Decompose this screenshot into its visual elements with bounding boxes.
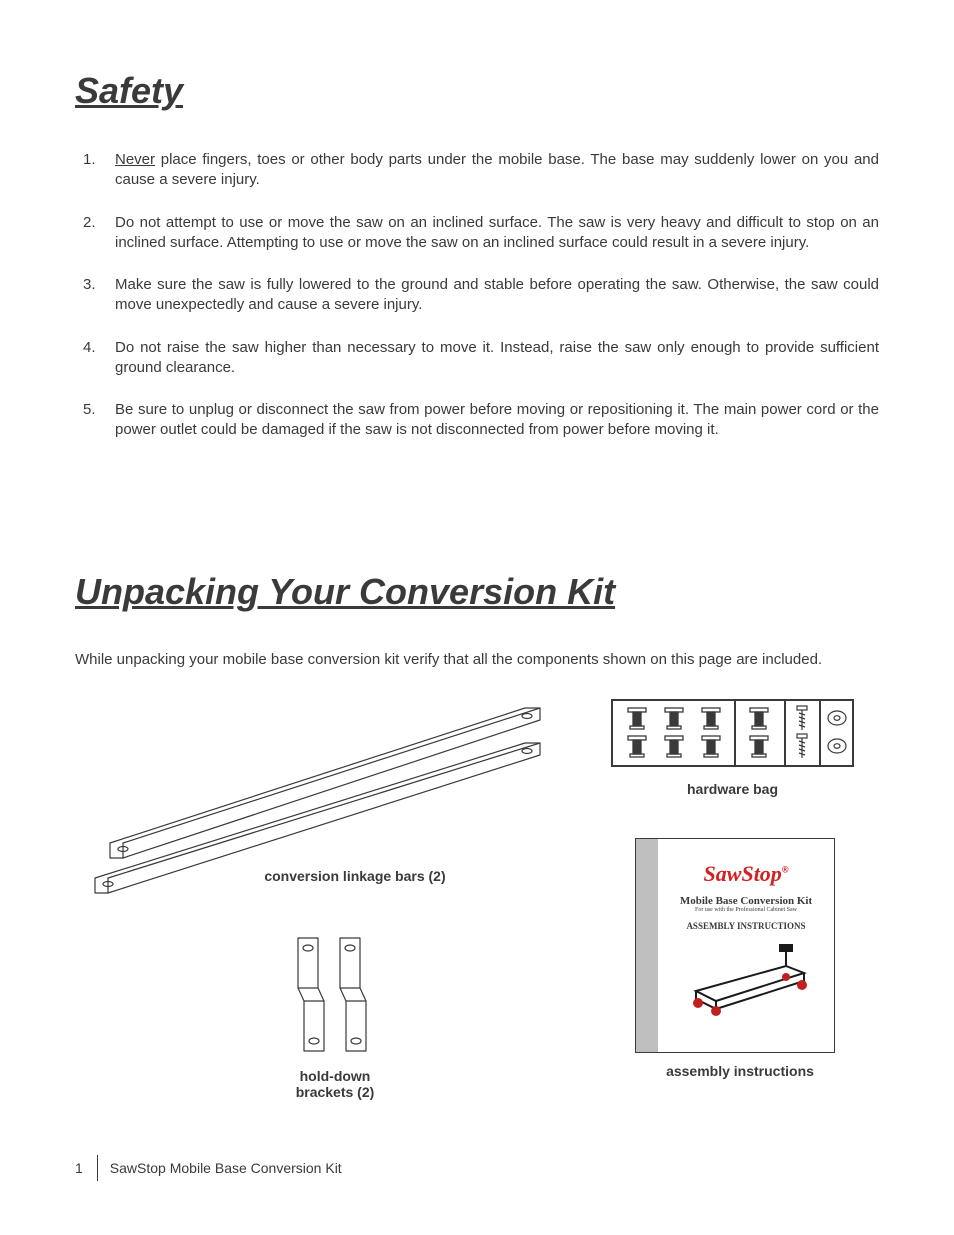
safety-list: Never place fingers, toes or other body … xyxy=(75,150,879,441)
footer-title: SawStop Mobile Base Conversion Kit xyxy=(110,1160,342,1176)
safety-item: Make sure the saw is fully lowered to th… xyxy=(75,275,879,316)
manual-cover: SawStop® Mobile Base Conversion Kit For … xyxy=(635,838,835,1053)
linkage-bars-figure: conversion linkage bars (2) xyxy=(75,698,555,913)
linkage-bars-label: conversion linkage bars (2) xyxy=(205,868,505,884)
safety-item-text: place fingers, toes or other body parts … xyxy=(115,151,879,188)
safety-item: Do not attempt to use or move the saw on… xyxy=(75,213,879,254)
hardware-bag-figure: hardware bag xyxy=(610,698,855,797)
page-footer: 1 SawStop Mobile Base Conversion Kit xyxy=(75,1155,342,1181)
safety-item: Never place fingers, toes or other body … xyxy=(75,150,879,191)
hardware-bag-label: hardware bag xyxy=(610,781,855,797)
mobile-base-icon xyxy=(676,941,816,1021)
manual-title: Mobile Base Conversion Kit xyxy=(658,895,834,907)
manual-label: assembly instructions xyxy=(635,1063,845,1079)
emphasis-never: Never xyxy=(115,151,155,168)
page-number: 1 xyxy=(75,1160,83,1176)
brackets-icon xyxy=(290,933,380,1058)
safety-item: Do not raise the saw higher than necessa… xyxy=(75,338,879,379)
footer-divider xyxy=(97,1155,98,1181)
unpacking-intro: While unpacking your mobile base convers… xyxy=(75,651,879,668)
manual-figure: SawStop® Mobile Base Conversion Kit For … xyxy=(635,838,845,1079)
components-area: conversion linkage bars (2) xyxy=(75,698,879,1118)
safety-heading: Safety xyxy=(75,70,879,112)
manual-subtitle: For use with the Professional Cabinet Sa… xyxy=(658,907,834,913)
safety-item: Be sure to unplug or disconnect the saw … xyxy=(75,400,879,441)
manual-instructions-label: ASSEMBLY INSTRUCTIONS xyxy=(658,921,834,931)
brackets-figure: hold-down brackets (2) xyxy=(270,933,400,1100)
sawstop-logo: SawStop® xyxy=(658,839,834,887)
brackets-label: hold-down brackets (2) xyxy=(270,1068,400,1100)
unpacking-heading: Unpacking Your Conversion Kit xyxy=(75,571,879,613)
manual-spine xyxy=(636,839,658,1052)
hardware-bag-icon xyxy=(610,698,855,768)
